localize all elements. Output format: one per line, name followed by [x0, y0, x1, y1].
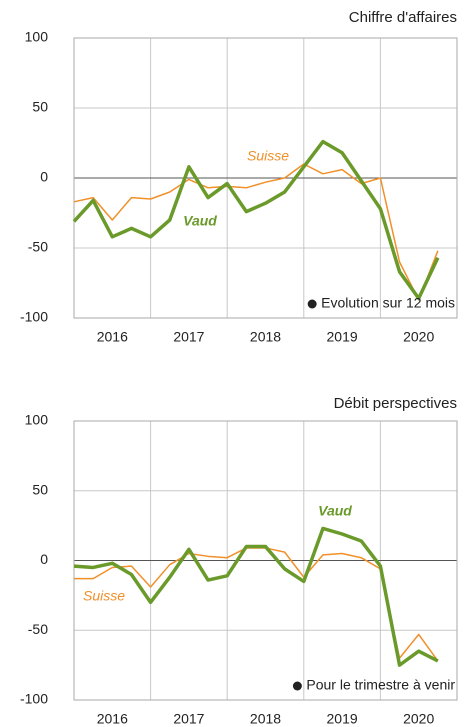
- series-label: Vaud: [318, 503, 352, 519]
- y-tick-label: 50: [32, 99, 48, 115]
- chart-title: Chiffre d'affaires: [349, 9, 457, 26]
- y-tick-label: 100: [25, 29, 49, 45]
- x-tick-label: 2016: [97, 329, 128, 345]
- plot-frame: [73, 420, 458, 701]
- note-bullet: [292, 681, 302, 691]
- y-tick-label: -50: [28, 621, 48, 637]
- y-tick-label: -100: [20, 691, 48, 707]
- series-label: Vaud: [183, 213, 217, 229]
- y-tick-label: -50: [28, 239, 48, 255]
- note: Evolution sur 12 mois: [321, 295, 455, 311]
- x-tick-label: 2016: [97, 711, 128, 727]
- plot-frame: [73, 37, 458, 319]
- x-tick-label: 2017: [173, 711, 204, 727]
- note: Pour le trimestre à venir: [306, 677, 455, 693]
- series-label: Suisse: [83, 588, 125, 604]
- series-label: Suisse: [247, 148, 289, 164]
- x-tick-label: 2018: [250, 711, 281, 727]
- x-tick-label: 2020: [403, 711, 434, 727]
- x-tick-label: 2020: [403, 329, 434, 345]
- x-tick-label: 2017: [173, 329, 204, 345]
- chart-title: Débit perspectives: [334, 395, 457, 412]
- x-tick-label: 2018: [250, 329, 281, 345]
- series-line: [72, 139, 440, 301]
- y-tick-label: 0: [40, 169, 48, 185]
- y-tick-label: 0: [40, 551, 48, 567]
- series-line: [73, 526, 439, 667]
- note-bullet: [307, 299, 317, 309]
- y-tick-label: -100: [20, 309, 48, 325]
- series-line: [73, 163, 439, 301]
- series-line: [74, 547, 439, 662]
- y-tick-label: 50: [32, 481, 48, 497]
- x-tick-label: 2019: [327, 711, 358, 727]
- y-tick-label: 100: [25, 412, 49, 428]
- x-tick-label: 2019: [327, 329, 358, 345]
